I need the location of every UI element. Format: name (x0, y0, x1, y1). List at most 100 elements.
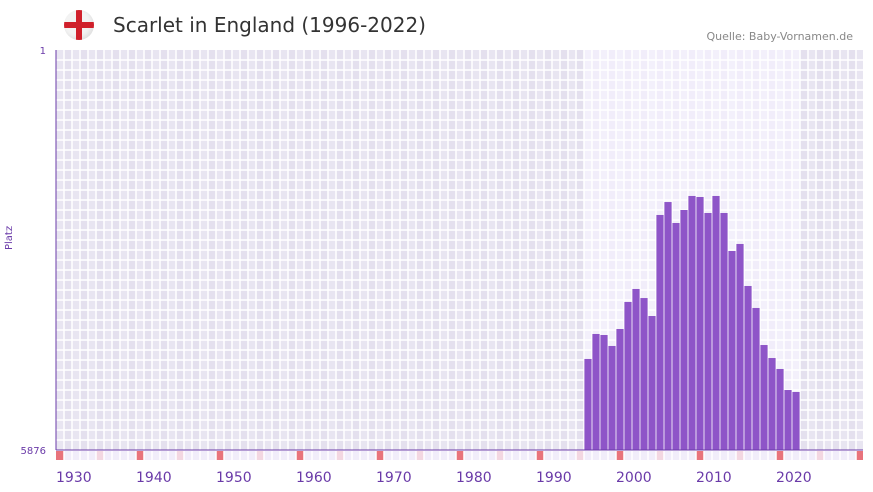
year-marker (496, 451, 504, 460)
y-tick-label: 1 (40, 46, 46, 57)
x-tick-label: 1980 (456, 470, 492, 486)
year-marker (824, 451, 832, 460)
year-marker (664, 451, 672, 460)
year-marker (840, 451, 848, 460)
year-marker (600, 451, 608, 460)
year-marker (184, 451, 192, 460)
x-tick-label: 1940 (136, 470, 172, 486)
year-marker (64, 451, 72, 460)
year-marker (376, 451, 384, 460)
bar-2007 (672, 223, 680, 450)
year-marker (608, 451, 616, 460)
year-marker (568, 451, 576, 460)
bar-2016 (744, 285, 752, 450)
year-marker (536, 451, 544, 460)
year-marker (416, 451, 424, 460)
year-marker (624, 451, 632, 460)
year-marker (592, 451, 600, 460)
year-marker (480, 451, 488, 460)
year-marker (528, 451, 536, 460)
bar-2002 (632, 288, 640, 450)
year-marker (200, 451, 208, 460)
year-marker (344, 451, 352, 460)
bar-2022 (792, 391, 800, 450)
year-marker (168, 451, 176, 460)
year-marker (272, 451, 280, 460)
year-marker (240, 451, 248, 460)
year-marker (336, 451, 344, 460)
y-tick-label: 5876 (21, 446, 46, 457)
year-marker (680, 451, 688, 460)
year-marker (576, 451, 584, 460)
year-marker (520, 451, 528, 460)
year-marker (752, 451, 760, 460)
year-marker (736, 451, 744, 460)
year-marker (672, 451, 680, 460)
year-marker (800, 451, 808, 460)
bar-2017 (752, 307, 760, 450)
year-marker (424, 451, 432, 460)
year-marker (120, 451, 128, 460)
year-marker (352, 451, 360, 460)
year-marker (136, 451, 144, 460)
x-tick-label: 1970 (376, 470, 412, 486)
year-marker (856, 451, 863, 460)
year-marker (448, 451, 456, 460)
england-flag-icon (64, 10, 94, 40)
year-marker (440, 451, 448, 460)
year-marker (552, 451, 560, 460)
x-tick-label: 2000 (616, 470, 652, 486)
bar-2009 (688, 195, 696, 450)
year-marker (280, 451, 288, 460)
bar-2015 (736, 243, 744, 450)
bar-2013 (720, 212, 728, 450)
year-marker (472, 451, 480, 460)
year-marker (632, 451, 640, 460)
bar-1999 (608, 345, 616, 450)
bar-2003 (640, 298, 648, 450)
x-tick-label: 2010 (696, 470, 732, 486)
year-marker (328, 451, 336, 460)
x-tick-label: 1960 (296, 470, 332, 486)
year-marker (728, 451, 736, 460)
year-marker (296, 451, 304, 460)
year-marker (760, 451, 768, 460)
bar-1996 (584, 358, 592, 450)
year-marker (560, 451, 568, 460)
year-marker (80, 451, 88, 460)
year-marker (832, 451, 840, 460)
year-marker (512, 451, 520, 460)
year-marker (208, 451, 216, 460)
year-marker (216, 451, 224, 460)
year-marker (288, 451, 296, 460)
year-marker (712, 451, 720, 460)
year-marker (848, 451, 856, 460)
bar-2011 (704, 212, 712, 450)
year-marker (488, 451, 496, 460)
year-marker (232, 451, 240, 460)
bar-2010 (696, 196, 704, 450)
year-marker (192, 451, 200, 460)
bar-2000 (616, 329, 624, 450)
chart-title: Scarlet in England (1996-2022) (113, 13, 426, 37)
year-marker (312, 451, 320, 460)
year-marker (400, 451, 408, 460)
year-marker (616, 451, 624, 460)
year-marker (112, 451, 120, 460)
year-marker (584, 451, 592, 460)
bar-2018 (760, 345, 768, 450)
source-link[interactable]: Quelle: Baby-Vornamen.de (706, 30, 853, 43)
year-marker (392, 451, 400, 460)
year-marker (368, 451, 376, 460)
year-marker (360, 451, 368, 460)
year-marker (744, 451, 752, 460)
bar-2008 (680, 210, 688, 450)
bar-2020 (776, 368, 784, 450)
year-marker (160, 451, 168, 460)
year-marker (784, 451, 792, 460)
bar-2019 (768, 358, 776, 450)
bar-2004 (648, 316, 656, 450)
year-marker (96, 451, 104, 460)
